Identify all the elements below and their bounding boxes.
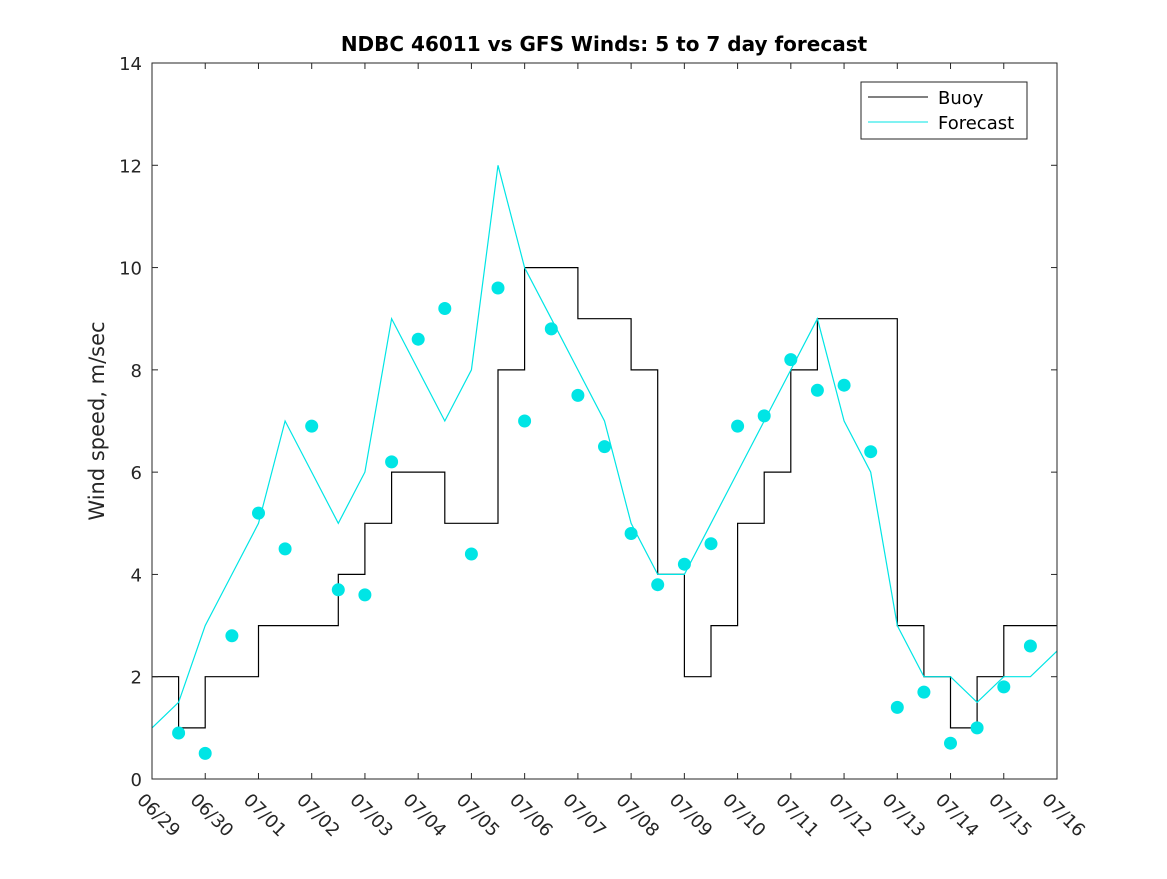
forecast-marker (997, 680, 1011, 694)
forecast-marker (252, 506, 265, 520)
marker-layer (172, 281, 1037, 760)
y-tick-label: 0 (131, 770, 142, 791)
forecast-marker (464, 547, 478, 561)
chart-title: NDBC 46011 vs GFS Winds: 5 to 7 day fore… (341, 32, 868, 56)
y-tick-label: 10 (119, 259, 142, 280)
forecast-marker (1023, 639, 1037, 653)
forecast-marker (970, 721, 984, 735)
forecast-marker (544, 322, 558, 336)
x-tick-label: 07/01 (239, 790, 291, 842)
y-tick-label: 2 (131, 668, 142, 689)
forecast-marker (225, 629, 239, 643)
legend-label-buoy: Buoy (938, 88, 984, 109)
forecast-marker (198, 746, 212, 760)
plot-frame (151, 62, 1058, 780)
forecast-marker (837, 378, 851, 392)
x-tick-label: 07/03 (345, 790, 397, 842)
buoy-series-line (152, 267, 1057, 729)
x-tick-label: 07/10 (718, 790, 770, 842)
forecast-marker (917, 685, 931, 699)
y-tick-label: 12 (119, 156, 142, 177)
x-tick-label: 07/05 (452, 790, 504, 842)
x-tick-label: 07/02 (292, 790, 344, 842)
forecast-marker (784, 353, 798, 367)
forecast-marker (704, 537, 718, 551)
x-tick-label: 06/29 (132, 790, 184, 842)
x-tick-label: 07/15 (984, 790, 1036, 842)
x-tick-label: 07/11 (771, 790, 823, 842)
x-tick-label: 07/06 (505, 790, 557, 842)
forecast-marker (438, 302, 452, 315)
forecast-marker (624, 527, 638, 540)
forecast-marker (944, 736, 957, 750)
x-tick-label: 07/14 (931, 790, 983, 842)
legend: Buoy Forecast (860, 81, 1028, 140)
y-axis-label: Wind speed, m/sec (85, 321, 109, 520)
legend-box (860, 81, 1028, 140)
forecast-marker (598, 440, 611, 454)
forecast-marker (278, 542, 292, 556)
forecast-marker (651, 578, 665, 592)
forecast-series-line (151, 165, 1058, 729)
forecast-marker (810, 383, 824, 397)
forecast-marker (305, 419, 319, 433)
forecast-marker (331, 583, 345, 597)
forecast-marker (518, 414, 532, 428)
x-tick-label: 07/08 (612, 790, 664, 842)
forecast-marker (491, 281, 505, 295)
y-tick-label: 14 (119, 54, 142, 75)
y-tick-label: 8 (131, 361, 142, 382)
legend-label-forecast: Forecast (938, 113, 1014, 134)
x-tick-label: 07/12 (825, 790, 877, 842)
forecast-marker (731, 419, 745, 433)
x-tick-label: 07/16 (1037, 790, 1089, 842)
y-axis: 0 2 4 6 8 10 12 14 (119, 54, 1057, 791)
x-tick-label: 06/30 (186, 790, 238, 842)
forecast-marker (411, 332, 425, 346)
forecast-marker (385, 455, 399, 469)
y-tick-label: 6 (131, 463, 142, 484)
x-tick-label: 07/13 (878, 790, 930, 842)
forecast-marker (890, 700, 904, 714)
x-tick-label: 07/07 (558, 790, 610, 842)
x-tick-label: 07/04 (399, 790, 451, 842)
forecast-marker (757, 409, 771, 423)
forecast-marker (358, 588, 372, 602)
forecast-marker (864, 445, 878, 459)
forecast-marker (172, 726, 186, 740)
plot-area (151, 165, 1058, 729)
y-tick-label: 4 (131, 565, 142, 586)
forecast-marker (677, 557, 691, 571)
forecast-marker (571, 388, 585, 402)
x-tick-label: 07/09 (665, 790, 717, 842)
x-axis: 06/29 06/30 07/01 07/02 07/03 07/04 07/05 07/06… (132, 63, 1089, 841)
